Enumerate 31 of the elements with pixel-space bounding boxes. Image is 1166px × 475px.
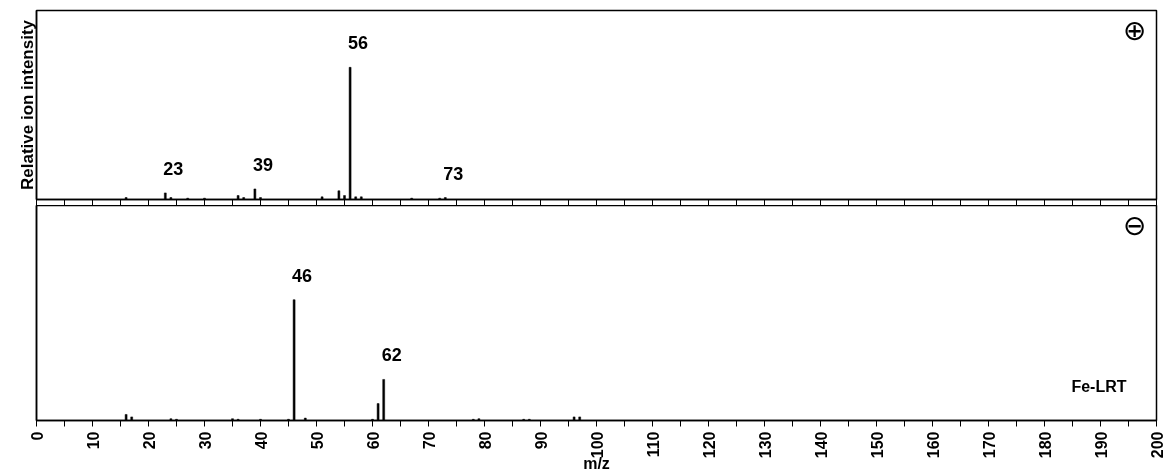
x-tick-label: 180 bbox=[1036, 431, 1054, 459]
x-tick-label: 30 bbox=[196, 431, 214, 450]
x-tick-label: 200 bbox=[1148, 431, 1166, 459]
text: ⊖ bbox=[1122, 208, 1147, 242]
x-tick-label: 10 bbox=[84, 431, 102, 450]
x-tick-label: 90 bbox=[532, 431, 550, 450]
text: ⊕ bbox=[1122, 13, 1147, 47]
annotation: Fe-LRT bbox=[1071, 377, 1127, 395]
x-tick-label: 0 bbox=[28, 431, 46, 441]
annotation: 39 bbox=[252, 154, 273, 175]
x-tick-label: 170 bbox=[980, 431, 998, 459]
x-tick-label: 140 bbox=[812, 431, 830, 459]
x-tick-label: 80 bbox=[476, 431, 494, 450]
x-tick-label: 160 bbox=[924, 431, 942, 459]
x-tick-label: 120 bbox=[700, 431, 718, 459]
x-tick-label: 60 bbox=[364, 431, 382, 450]
x-tick-label: 130 bbox=[756, 431, 774, 459]
x-tick-label: 110 bbox=[644, 431, 662, 458]
annotation: 23 bbox=[163, 158, 184, 179]
x-tick-label: 50 bbox=[308, 431, 326, 450]
x-tick-label: 40 bbox=[252, 431, 270, 450]
annotation: 46 bbox=[292, 265, 313, 286]
annotation: 62 bbox=[381, 345, 402, 366]
x-tick-label: 100 bbox=[588, 431, 606, 459]
annotation: 56 bbox=[348, 33, 369, 54]
annotation: 73 bbox=[443, 163, 464, 184]
x-tick-label: 20 bbox=[140, 431, 158, 450]
x-tick-label: 70 bbox=[420, 431, 438, 450]
x-tick-label: 150 bbox=[868, 431, 886, 459]
y-axis-title: Relative ion intensity bbox=[17, 19, 37, 191]
x-tick-label: 190 bbox=[1092, 431, 1110, 459]
